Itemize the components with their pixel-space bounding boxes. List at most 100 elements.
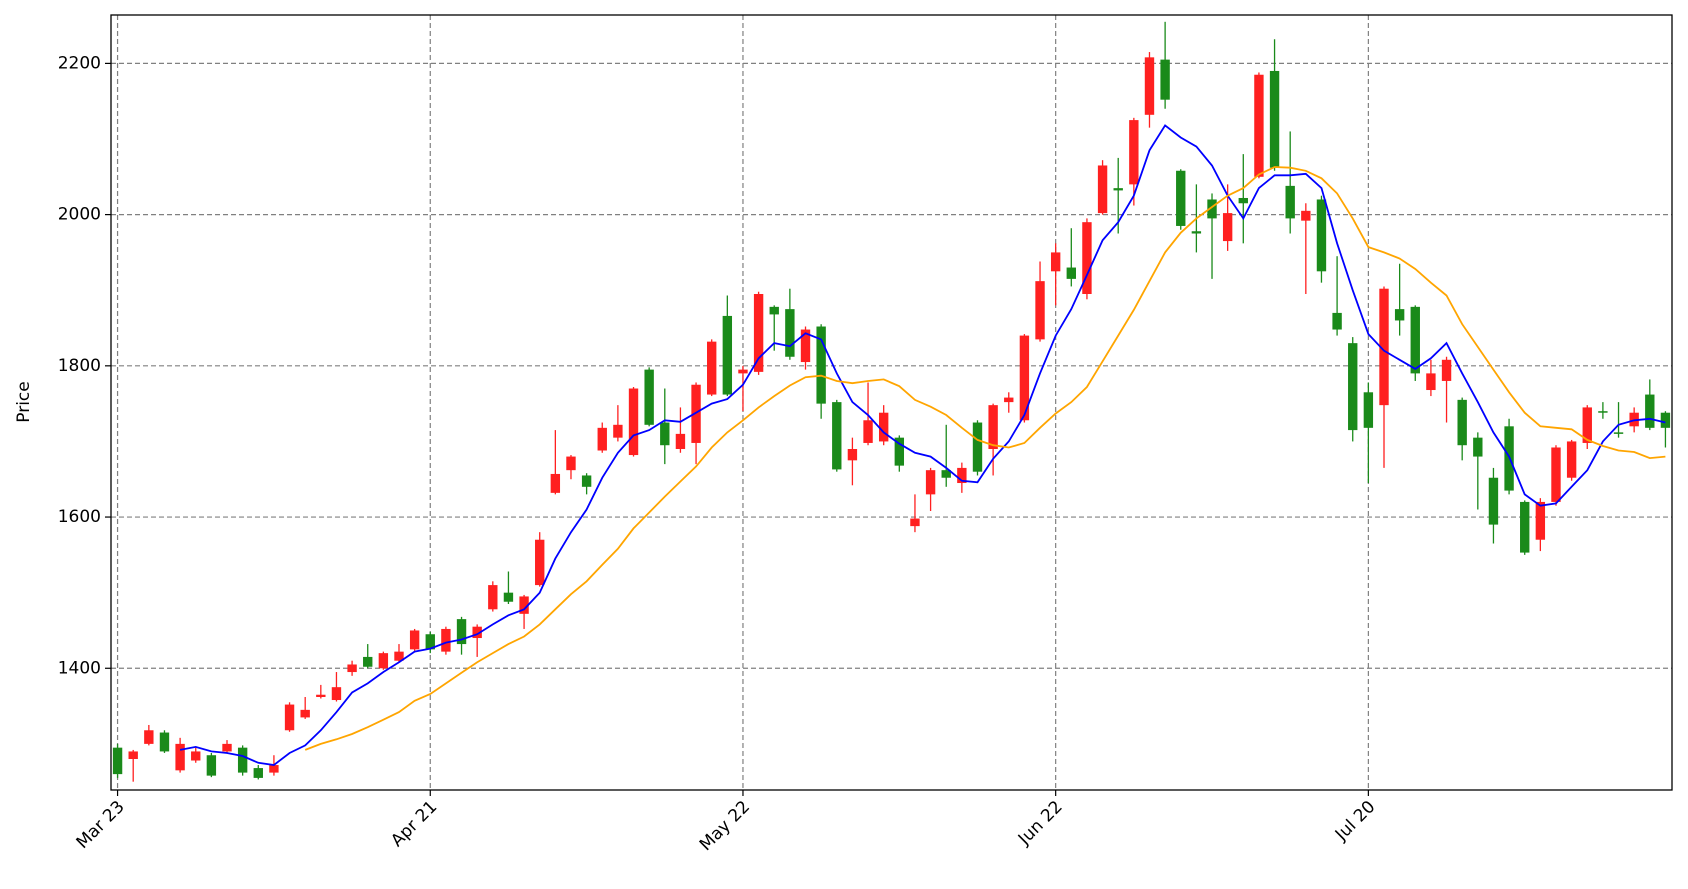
candle-body (738, 369, 748, 374)
candle-body (847, 449, 858, 461)
candle-body (1082, 222, 1092, 294)
candle-body (128, 751, 138, 759)
y-tick-label: 1800 (58, 356, 101, 376)
candle-body (691, 384, 701, 443)
candle-body (1097, 165, 1108, 214)
candle-body (535, 539, 545, 586)
candle-body (1457, 399, 1467, 446)
candle-body (503, 592, 514, 602)
candle-body (1441, 359, 1452, 381)
candle-body (394, 651, 404, 661)
candle-body (800, 329, 811, 363)
candle-body (1113, 188, 1123, 191)
candle-body (1473, 437, 1483, 457)
candle-body (456, 619, 467, 645)
x-tick-label: Jun 22 (1014, 797, 1067, 850)
candle-body (253, 768, 263, 778)
candle-body (441, 628, 451, 652)
candle-body (832, 402, 842, 470)
candle-body (957, 467, 967, 484)
candle-body (628, 388, 639, 456)
candle-body (816, 326, 826, 404)
candle-body (409, 630, 420, 650)
y-tick-label: 2000 (58, 205, 101, 225)
candle-body (1379, 288, 1389, 406)
candle-body (1004, 397, 1014, 403)
candle-body (237, 747, 248, 773)
candle-body (581, 475, 592, 487)
candle-body (1551, 447, 1561, 502)
candle-body (863, 420, 873, 443)
y-tick-label: 1600 (58, 507, 101, 527)
candle-body (1520, 501, 1530, 553)
candle-body (1269, 70, 1280, 168)
candle-body (878, 412, 889, 442)
candle-body (1348, 343, 1358, 431)
candle-body (1144, 57, 1155, 115)
candle-body (1191, 231, 1202, 234)
candle-body (1535, 501, 1546, 540)
candle-body (1566, 441, 1577, 478)
x-tick-label: Apr 21 (387, 797, 441, 851)
candle-body (1254, 74, 1264, 177)
candle-body (1050, 252, 1061, 272)
y-axis-label: Price (14, 381, 34, 422)
candle-body (112, 747, 123, 775)
candle-body (347, 664, 357, 673)
candle-body (1645, 394, 1655, 428)
candle-body (206, 755, 217, 776)
moving-average-line (179, 124, 1666, 766)
candle-body (1285, 185, 1295, 219)
candle-body (925, 470, 936, 495)
candle-body (1332, 312, 1342, 330)
candle-body (144, 730, 154, 744)
candle-body (1598, 411, 1608, 413)
candle-body (222, 743, 232, 752)
candle-body (988, 405, 998, 449)
candle-body (972, 422, 983, 472)
candle-body (550, 473, 561, 493)
candle-body (488, 585, 498, 610)
candle-body (785, 309, 795, 357)
candle-body (472, 626, 482, 639)
candle-body (300, 709, 310, 718)
candle-body (675, 433, 686, 449)
candle-body (1394, 309, 1405, 321)
candle-body (1613, 432, 1624, 434)
candle-body (1301, 210, 1311, 221)
y-tick-label: 2200 (58, 53, 101, 73)
candle-body (1129, 120, 1139, 185)
candle-body (769, 306, 779, 315)
candle-body (363, 656, 373, 667)
moving-average-line (304, 166, 1666, 751)
candle-body (707, 341, 717, 395)
candle-body (1426, 373, 1436, 391)
y-tick-label: 1400 (58, 658, 101, 678)
candle-body (1222, 213, 1233, 242)
candle-body (1238, 197, 1248, 204)
candle-body (1019, 335, 1030, 421)
candle-body (1176, 170, 1186, 226)
candle-body (269, 765, 279, 773)
candle-body (191, 751, 201, 761)
candle-body (1035, 281, 1045, 340)
candle-body (722, 315, 733, 395)
candle-body (1066, 267, 1076, 279)
candle-body (753, 294, 764, 372)
candle-body (159, 732, 170, 752)
candle-body (566, 456, 576, 471)
candle-body (597, 427, 607, 451)
x-tick-label: May 22 (696, 797, 754, 855)
candle-body (613, 424, 623, 438)
candle-body (941, 470, 951, 478)
candle-body (660, 422, 670, 446)
candle-body (894, 437, 905, 466)
candle-body (316, 694, 326, 697)
candle-body (1363, 392, 1374, 428)
candle-body (331, 687, 342, 701)
candle-body (1660, 412, 1671, 428)
candle-body (284, 704, 295, 731)
candle-body (1582, 407, 1592, 443)
